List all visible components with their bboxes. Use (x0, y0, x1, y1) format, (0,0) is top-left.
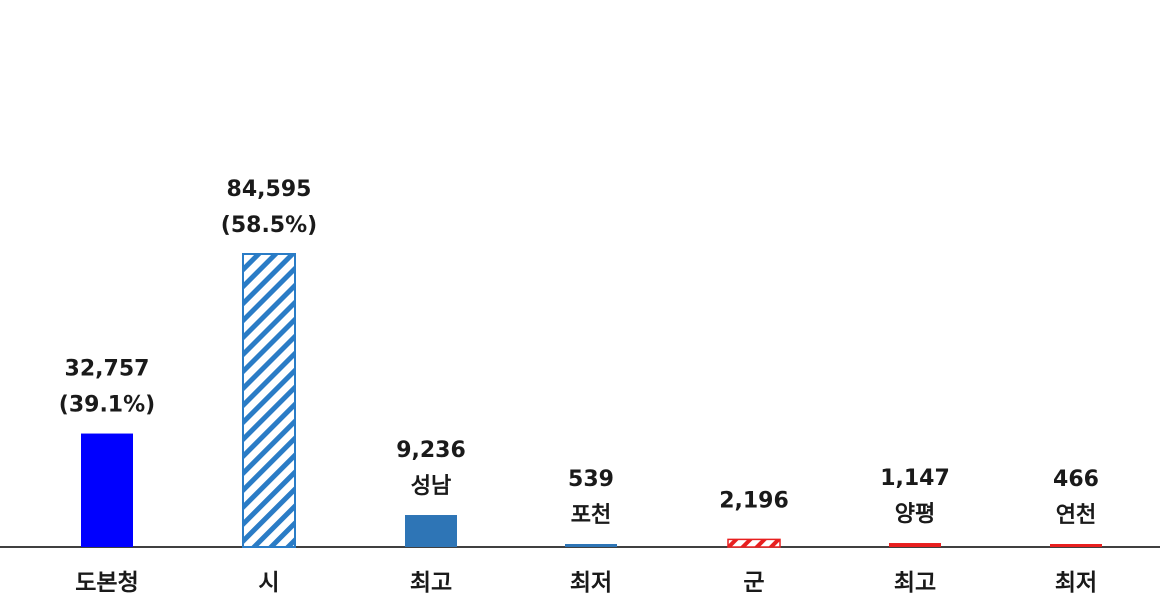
data-label-6: 466 (1053, 467, 1099, 492)
bar-6 (1050, 544, 1102, 547)
sub-label-2: 성남 (411, 474, 451, 499)
bar-5 (889, 543, 941, 547)
category-label-5: 최고 (894, 570, 936, 596)
category-label-6: 최저 (1055, 570, 1097, 596)
category-label-1: 시 (258, 570, 279, 596)
bar-2 (405, 515, 457, 547)
category-label-4: 군 (743, 570, 764, 596)
category-label-3: 최저 (570, 570, 612, 596)
data-label-0: 32,757 (65, 357, 150, 382)
category-label-0: 도본청 (75, 570, 138, 596)
bar-0 (81, 433, 133, 547)
sub-label-0: (39.1%) (59, 393, 155, 418)
data-label-1: 84,595 (227, 177, 312, 202)
data-label-4: 2,196 (719, 488, 789, 513)
category-label-2: 최고 (410, 570, 452, 596)
sub-label-1: (58.5%) (221, 213, 317, 238)
sub-label-3: 포천 (571, 503, 611, 528)
data-label-5: 1,147 (880, 466, 950, 491)
bar-4 (727, 538, 781, 548)
sub-label-6: 연천 (1056, 503, 1096, 528)
bar-3 (565, 544, 617, 547)
bar-1 (242, 253, 296, 548)
data-label-2: 9,236 (396, 438, 466, 463)
data-label-3: 539 (568, 467, 614, 492)
sub-label-5: 양평 (895, 502, 935, 527)
